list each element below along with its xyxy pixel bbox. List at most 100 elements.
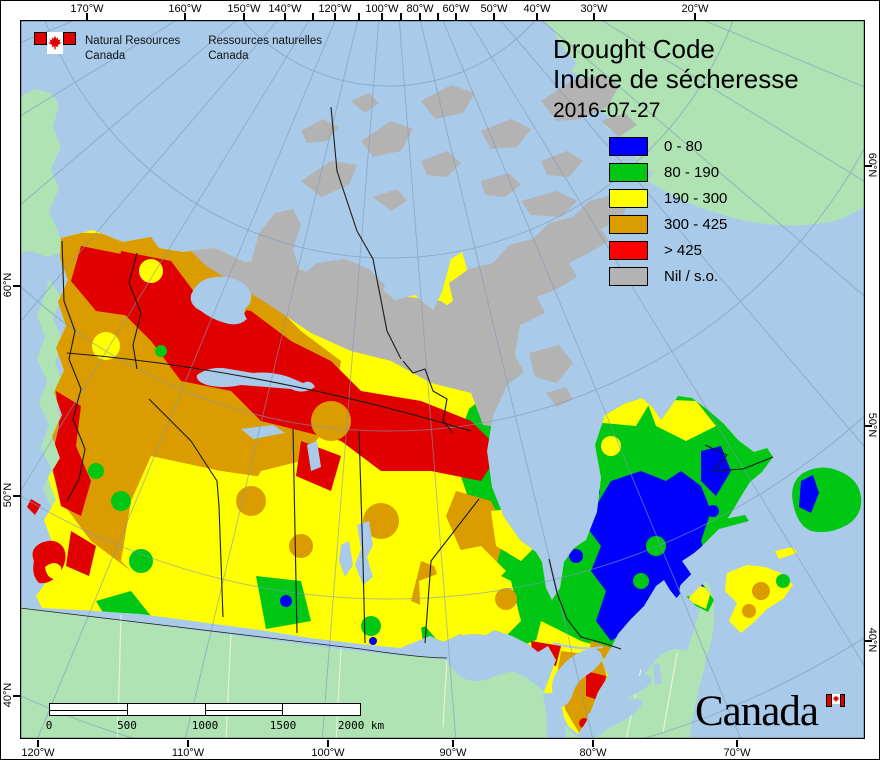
tick-mark [187, 740, 189, 747]
longitude-label: 100°W [311, 747, 345, 759]
longitude-label: 20°W [681, 3, 709, 15]
map-title: Drought Code Indice de sécheresse 2016-0… [553, 34, 799, 123]
prince-edward-island [775, 547, 797, 559]
tick-mark [284, 13, 286, 20]
longitude-label: 150°W [227, 3, 261, 15]
tick-mark [381, 13, 383, 20]
longitude-label: 70°W [723, 747, 751, 759]
scale-bar-labels: 0 500 1000 1500 2000 km [45, 719, 384, 733]
tick-mark [86, 13, 88, 20]
signature-en-line1: Natural Resources [85, 35, 181, 47]
tick-mark [419, 13, 421, 20]
latitude-label: 40°N [2, 682, 14, 708]
lake-huron [552, 648, 603, 707]
legend-swatch-green [609, 162, 648, 182]
legend-item-gt-425: > 425 [609, 237, 727, 263]
title-english: Drought Code [553, 34, 715, 64]
tick-mark [865, 640, 872, 642]
latitude-label: 40°N [866, 627, 878, 653]
baffin-island [421, 195, 629, 369]
anticosti-island [715, 515, 749, 529]
longitude-label: 90°W [439, 747, 467, 759]
legend-label: 80 - 190 [664, 163, 720, 181]
legend-label: 0 - 80 [664, 137, 703, 155]
latitude-label: 60°N [2, 272, 14, 298]
tick-mark [437, 13, 439, 20]
longitude-label: 50°W [480, 3, 508, 15]
nrcan-signature: Natural Resources Canada Ressources natu… [34, 32, 322, 64]
devon-island [521, 191, 577, 217]
legend-item-80-190: 80 - 190 [609, 159, 727, 185]
wordmark-flag-icon [826, 694, 845, 707]
lake-winnipeg [355, 521, 373, 585]
tick-mark [694, 13, 696, 20]
canada-flag-icon [34, 32, 76, 54]
legend-swatch-gray [609, 266, 648, 286]
tick-mark [13, 695, 20, 697]
tick-mark [327, 740, 329, 747]
alaska [20, 89, 61, 257]
great-bear-lake [190, 276, 252, 325]
longitude-label: 120°W [318, 3, 352, 15]
foreign-land [20, 20, 865, 739]
victoria-island [287, 259, 391, 337]
signature-en-line2: Canada [85, 50, 126, 62]
haida-gwaii [27, 499, 41, 515]
longitude-label: 80°W [579, 747, 607, 759]
signature-fr-line1: Ressources naturelles [208, 35, 323, 47]
tick-mark [13, 495, 20, 497]
tick-mark [455, 13, 457, 20]
legend-item-0-80: 0 - 80 [609, 133, 727, 159]
signature-french: Ressources naturelles Canada [208, 34, 322, 64]
legend-swatch-orange [609, 214, 648, 234]
tick-mark [400, 13, 402, 20]
united-states [20, 575, 715, 739]
lake-superior [441, 634, 533, 681]
longitude-label: 110°W [171, 747, 205, 759]
legend-label: Nil / s.o. [664, 267, 719, 285]
southampton-island [529, 345, 573, 383]
scale-tick-label: 1500 [269, 719, 297, 732]
legend-item-300-425: 300 - 425 [609, 211, 727, 237]
scale-bar-graphic [49, 703, 361, 716]
legend-swatch-red [609, 240, 648, 260]
tick-mark [37, 740, 39, 747]
signature-fr-line2: Canada [208, 50, 249, 62]
legend: 0 - 80 80 - 190 190 - 300 300 - 425 > 42… [609, 133, 727, 289]
scale-tick-label: 0 [45, 719, 53, 732]
graticule [20, 20, 865, 739]
greenland [541, 20, 865, 226]
maple-leaf-icon [48, 35, 62, 50]
scale-tick-label: 1000 [191, 719, 219, 732]
longitude-label: 100°W [365, 3, 399, 15]
political-borders [20, 106, 774, 659]
tick-mark [312, 13, 314, 20]
latitude-label: 60°N [866, 152, 878, 178]
legend-item-nil: Nil / s.o. [609, 263, 727, 289]
ellesmere-island [541, 75, 619, 121]
legend-label: 300 - 425 [664, 215, 728, 233]
longitude-label: 80°W [406, 3, 434, 15]
tick-mark [493, 13, 495, 20]
scale-bar: 0 500 1000 1500 2000 km [45, 703, 384, 733]
longitude-label: 40°W [523, 3, 551, 15]
tick-mark [452, 740, 454, 747]
latitude-label: 50°N [2, 482, 14, 508]
title-french: Indice de sécheresse [553, 64, 799, 94]
scale-tick-label: 2000 km [337, 719, 385, 732]
longitude-label: 140°W [268, 3, 302, 15]
legend-label: > 425 [664, 241, 702, 259]
tick-mark [243, 13, 245, 20]
legend-item-190-300: 190 - 300 [609, 185, 727, 211]
tick-mark [592, 740, 594, 747]
wordmark-text: Canada [695, 688, 819, 735]
lake-ontario [615, 674, 652, 698]
atlantic-islands [27, 467, 862, 633]
arctic-islands [251, 75, 637, 407]
legend-swatch-yellow [609, 188, 648, 208]
lake-athabasca [241, 425, 285, 439]
tick-mark [184, 13, 186, 20]
canada-wordmark: Canada [695, 687, 845, 736]
longitude-label: 60°W [442, 3, 470, 15]
